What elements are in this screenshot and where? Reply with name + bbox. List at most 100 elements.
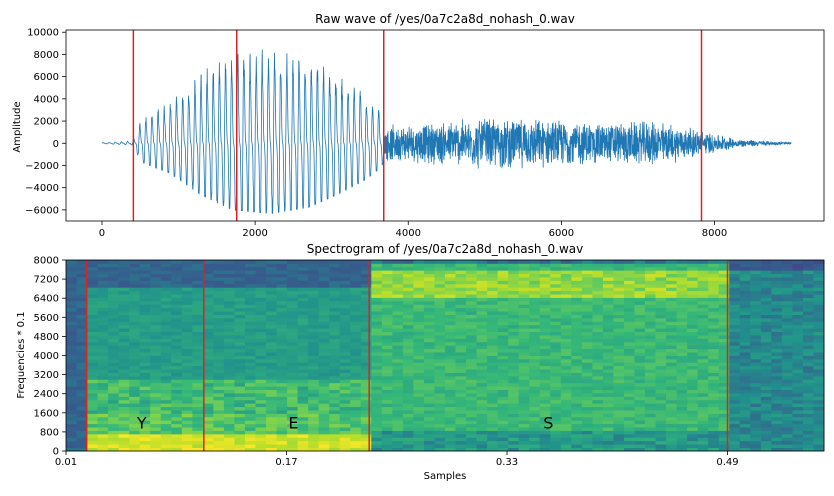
spectrogram-cell — [539, 283, 551, 288]
spectrogram-cell — [623, 287, 635, 292]
spectrogram-cell — [518, 260, 530, 264]
spectrogram-cell — [550, 427, 562, 431]
spectrogram-cell — [329, 304, 341, 309]
spectrogram-cell — [318, 423, 330, 428]
spectrogram-cell — [350, 393, 362, 397]
spectrogram-cell — [276, 358, 288, 363]
spectrogram-cell — [329, 273, 341, 278]
spectrogram-cell — [392, 263, 404, 268]
spectrogram-cell — [645, 375, 656, 380]
spectrogram-cell — [508, 423, 520, 428]
spectrogram-cell — [718, 266, 730, 271]
spectrogram-cell — [87, 355, 98, 360]
spectrogram-cell — [276, 389, 288, 394]
spectrogram-cell — [708, 324, 720, 329]
spectrogram-cell — [129, 375, 141, 380]
spectrogram-cell — [181, 331, 193, 336]
spectrogram-cell — [708, 341, 720, 346]
spectrogram-cell — [729, 379, 741, 384]
spectrogram-cell — [97, 427, 109, 431]
spectrogram-cell — [729, 382, 741, 387]
spectrogram-cell — [308, 311, 320, 315]
spectrogram-cell — [508, 348, 520, 353]
spectrogram-cell — [602, 389, 614, 394]
spectrogram-cell — [655, 406, 667, 411]
spectrogram-cell — [150, 297, 162, 302]
spectrogram-cell — [676, 317, 688, 322]
spectrogram-cell — [118, 283, 130, 288]
spectrogram-cell — [87, 263, 98, 268]
spectrogram-cell — [550, 369, 562, 373]
spectrogram-cell — [581, 375, 593, 380]
spectrogram-cell — [181, 440, 193, 445]
spectrogram-cell — [792, 365, 804, 370]
spectrogram-cell — [392, 294, 404, 298]
spectrogram-cell — [560, 420, 572, 425]
spectrogram-cell — [360, 300, 372, 305]
spectrogram-cell — [150, 287, 162, 292]
spectrogram-cell — [339, 416, 351, 421]
spectrogram-cell — [613, 294, 625, 298]
spectrogram-cell — [97, 311, 109, 315]
spectrogram-cell — [518, 396, 530, 401]
spectrogram-cell — [329, 287, 341, 292]
spectrogram-cell — [108, 416, 120, 421]
spectrogram-cell — [813, 307, 825, 312]
spectrogram-cell — [550, 260, 562, 264]
spectrogram-cell — [287, 379, 299, 384]
spectrogram-cell — [223, 348, 235, 353]
spectrogram-cell — [255, 345, 267, 350]
spectrogram-cell — [339, 290, 351, 295]
spectrogram-cell — [402, 420, 414, 425]
spectrogram-cell — [108, 369, 120, 373]
spectrogram-cell — [318, 287, 330, 292]
spectrogram-cell — [802, 314, 814, 319]
spectrogram-cell — [202, 423, 214, 428]
spectrogram-cell — [539, 297, 551, 302]
spectrogram-cell — [676, 420, 688, 425]
spectrogram-cell — [129, 321, 141, 326]
spectrogram-cell — [244, 338, 256, 343]
spectrogram-cell — [276, 283, 288, 288]
spectrogram-cell — [781, 444, 793, 448]
spectrogram-cell — [560, 266, 572, 271]
spectrogram-cell — [129, 348, 141, 353]
spectrogram-ticks: 0.01 0.17 0.33 0.49080016002400320040004800… — [34, 256, 739, 469]
spectrogram-cell — [181, 423, 193, 428]
spectrogram-cell — [760, 263, 772, 268]
spectrogram-cell — [529, 270, 541, 275]
spectrogram-cell — [708, 321, 720, 326]
spectrogram-cell — [718, 290, 730, 295]
spectrogram-cell — [181, 437, 193, 442]
spectrogram-cell — [223, 430, 235, 435]
spectrogram-cell — [139, 440, 151, 445]
spectrogram-cell — [539, 427, 551, 431]
spectrogram-cell — [318, 358, 330, 363]
spectrogram-cell — [255, 369, 267, 373]
spectrogram-cell — [423, 416, 435, 421]
waveform-y-tick-label: 6000 — [34, 72, 59, 83]
spectrogram-cell — [244, 386, 256, 391]
spectrogram-cell — [287, 328, 299, 333]
spectrogram-cell — [445, 328, 456, 333]
spectrogram-cell — [613, 290, 625, 295]
spectrogram-cell — [350, 386, 362, 391]
spectrogram-cell — [276, 341, 288, 346]
spectrogram-cell — [350, 427, 362, 431]
spectrogram-cell — [455, 396, 467, 401]
spectrogram-cell — [718, 416, 730, 421]
spectrogram-cell — [413, 420, 425, 425]
spectrogram-cell — [413, 355, 425, 360]
spectrogram-cell — [687, 413, 699, 418]
spectrogram-cell — [771, 277, 783, 281]
spectrogram-cell — [297, 355, 309, 360]
spectrogram-cell — [497, 317, 509, 322]
spectrogram-cell — [276, 375, 288, 380]
spectrogram-cell — [666, 273, 678, 278]
spectrogram-cell — [655, 399, 667, 404]
spectrogram-cell — [87, 345, 98, 350]
spectrogram-cell — [171, 355, 183, 360]
spectrogram-cell — [529, 416, 541, 421]
spectrogram-cell — [360, 331, 372, 336]
spectrogram-cell — [687, 263, 699, 268]
